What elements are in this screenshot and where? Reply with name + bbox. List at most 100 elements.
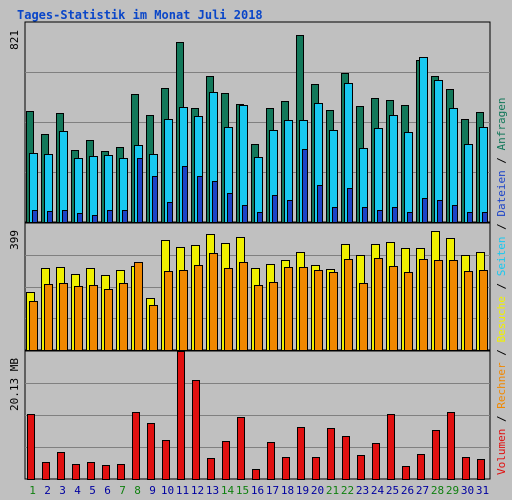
x-tick-label-day-30: 30 [461,484,474,497]
x-tick-label-day-3: 3 [59,484,66,497]
bar-seiten-day-18 [287,200,293,223]
x-tick-label-day-24: 24 [371,484,385,497]
bar-dateien-day-26 [404,132,413,223]
bar-volumen-day-9 [147,423,155,480]
bar-rechner-day-10 [164,271,173,351]
bar-volumen-day-30 [462,457,470,480]
legend-item-volumen: Volumen [495,429,508,475]
x-tick-label-day-29: 29 [446,484,459,497]
bar-rechner-day-7 [119,283,128,351]
bar-rechner-day-14 [224,268,233,351]
bar-volumen-day-21 [327,428,335,480]
bar-seiten-day-15 [242,205,248,223]
bar-volumen-day-28 [432,430,440,480]
bar-rechner-day-29 [449,260,458,351]
right-legend: Volumen / Rechner / Besuche / Seiten / D… [495,97,508,475]
legend-separator: / [495,217,508,237]
x-tick-label-day-27: 27 [416,484,429,497]
bar-seiten-day-24 [377,210,383,223]
legend-separator: / [495,150,508,170]
bar-volumen-day-1 [27,414,35,480]
bar-volumen-day-31 [477,459,485,480]
x-tick-label-day-7: 7 [119,484,126,497]
bar-rechner-day-5 [89,285,98,351]
bar-rechner-day-23 [359,283,368,351]
bar-seiten-day-12 [197,176,203,223]
x-tick-label-day-14: 14 [221,484,235,497]
bar-volumen-day-18 [282,457,290,480]
bar-volumen-day-6 [102,465,110,480]
x-tick-label-day-2: 2 [44,484,51,497]
y-max-label-top: 821 [8,30,21,50]
bar-rechner-day-13 [209,253,218,351]
bar-volumen-day-17 [267,442,275,480]
bar-seiten-day-9 [152,176,158,223]
x-tick-label-day-13: 13 [206,484,219,497]
bar-volumen-day-23 [357,455,365,480]
x-tick-label-day-5: 5 [89,484,96,497]
bar-volumen-day-10 [162,440,170,480]
x-tick-label-day-21: 21 [326,484,339,497]
bar-dateien-day-24 [374,128,383,223]
bar-volumen-day-22 [342,436,350,480]
bar-seiten-day-13 [212,181,218,223]
bar-seiten-day-10 [167,202,173,223]
x-tick-label-day-11: 11 [176,484,189,497]
bar-volumen-day-14 [222,441,230,480]
x-tick-label-day-23: 23 [356,484,369,497]
bar-rechner-day-24 [374,258,383,351]
bar-seiten-day-6 [107,210,113,223]
bar-seiten-day-11 [182,166,188,223]
bar-seiten-day-28 [437,200,443,223]
legend-separator: / [495,276,508,296]
x-tick-label-day-8: 8 [134,484,141,497]
legend-item-besuche: Besuche [495,296,508,342]
bar-volumen-day-29 [447,412,455,480]
bar-rechner-day-12 [194,265,203,351]
bar-seiten-day-20 [317,185,323,223]
x-tick-label-day-19: 19 [296,484,309,497]
bar-seiten-day-21 [332,207,338,223]
x-tick-label-day-12: 12 [191,484,204,497]
bar-rechner-day-19 [299,267,308,351]
bar-volumen-day-7 [117,464,125,480]
y-max-label-bottom: 20.13 MB [8,358,21,411]
bar-volumen-day-12 [192,380,200,480]
legend-item-anfragen: Anfragen [495,97,508,150]
bar-rechner-day-6 [104,289,113,351]
bar-seiten-day-29 [452,205,458,223]
bar-seiten-day-8 [137,158,143,223]
bar-volumen-day-8 [132,412,140,480]
x-tick-label-day-20: 20 [311,484,324,497]
legend-item-rechner: Rechner [495,362,508,409]
bar-seiten-day-1 [32,210,38,223]
bar-seiten-day-30 [467,212,473,223]
x-tick-label-day-18: 18 [281,484,294,497]
bar-seiten-day-3 [62,210,68,223]
x-tick-label-day-9: 9 [149,484,156,497]
bar-rechner-day-26 [404,272,413,351]
bar-dateien-day-5 [89,156,98,223]
bar-volumen-day-5 [87,462,95,480]
bar-rechner-day-31 [479,270,488,351]
x-tick-label-day-4: 4 [74,484,81,497]
x-tick-label-day-22: 22 [341,484,354,497]
bar-seiten-day-17 [272,195,278,223]
bar-rechner-day-20 [314,270,323,351]
y-max-label-middle: 399 [8,230,21,250]
x-tick-label-day-6: 6 [104,484,111,497]
bar-seiten-day-2 [47,211,53,223]
bar-volumen-day-27 [417,454,425,480]
bar-seiten-day-27 [422,198,428,223]
legend-item-seiten: Seiten [495,237,508,277]
bar-volumen-day-19 [297,427,305,480]
bar-rechner-day-30 [464,271,473,351]
x-tick-label-day-17: 17 [266,484,279,497]
bar-volumen-day-24 [372,443,380,480]
bar-rechner-day-16 [254,285,263,351]
bar-rechner-day-15 [239,262,248,351]
bar-volumen-day-11 [177,351,185,480]
bar-dateien-day-4 [74,158,83,223]
bar-rechner-day-4 [74,286,83,351]
x-tick-label-day-10: 10 [161,484,174,497]
